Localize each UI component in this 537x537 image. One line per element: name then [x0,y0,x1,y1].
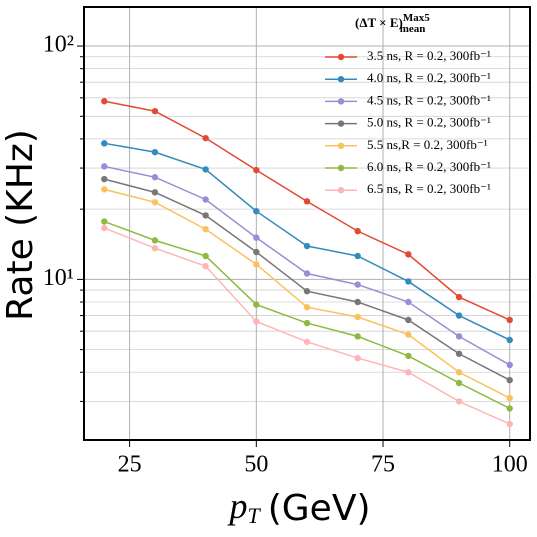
data-point [354,298,361,306]
data-point [455,293,463,301]
data-point [253,261,260,268]
data-point [303,338,311,346]
legend-label: 3.5 ns, R = 0.2, 300fb⁻¹ [367,48,491,63]
data-point [151,199,159,206]
legend-title: (ΔT × E)Max5 mean [355,12,430,35]
data-point [151,107,159,115]
series-line [104,220,511,410]
data-point [101,140,108,147]
data-point [506,316,513,324]
data-point [101,224,108,232]
data-point [506,336,513,344]
legend-marker [337,98,345,105]
data-point [354,281,361,288]
y-axis-label: Rate (KHz) [0,129,41,321]
legend-title-sup: Max5 [403,12,430,24]
data-point [455,379,463,387]
data-point [455,333,463,340]
data-point [101,186,108,193]
data-point [455,369,463,376]
series-line [104,100,511,321]
data-point [506,361,513,369]
data-point [253,166,260,174]
data-point [303,242,311,250]
data-point [405,369,412,376]
data-point [455,350,463,357]
data-point [202,226,209,233]
legend-marker [337,187,345,194]
data-point [253,234,260,241]
data-point [405,352,412,360]
legend-label: 6.0 ns, R = 0.2, 300fb⁻¹ [367,159,491,174]
data-point [303,304,311,311]
data-point [101,98,108,105]
data-point [202,262,209,270]
x-tick-label: 50 [244,452,268,478]
data-point [354,227,361,235]
data-point [405,251,412,258]
data-point [202,134,209,142]
legend-label: 5.0 ns, R = 0.2, 300fb⁻¹ [367,115,491,130]
data-point [253,248,260,256]
data-point [455,312,463,319]
data-point [151,189,159,196]
legend-marker [337,142,345,149]
x-tick-label: 75 [371,452,395,478]
data-point [354,252,361,260]
legend-label: 6.5 ns, R = 0.2, 300fb⁻¹ [367,181,491,196]
data-point [405,316,412,324]
data-point [101,175,108,183]
data-point [202,252,209,260]
data-point [405,298,412,306]
data-point [202,212,209,219]
data-point [303,198,311,205]
data-point [202,196,209,203]
data-point [455,398,463,405]
plot-frame [83,6,531,441]
x-label-sub: T [247,503,261,528]
legend-marker [337,53,345,61]
legend-label: 5.5 ns,R = 0.2, 300fb⁻¹ [367,137,488,152]
data-point [354,354,361,362]
data-point [405,278,412,285]
data-point [151,237,159,244]
data-point [303,270,311,277]
legend-title-sub: mean [400,23,426,35]
x-label-unit: (GeV) [268,488,371,529]
x-label-symbol: p [226,486,247,526]
data-point [253,318,260,325]
data-point [506,376,513,384]
data-point [253,301,260,308]
data-point [506,394,513,402]
data-point [101,163,108,170]
data-point [303,319,311,327]
legend-title-main: (ΔT × E) [355,15,403,30]
x-tick-label: 100 [492,452,528,478]
data-point [101,218,108,225]
x-tick-label: 25 [118,452,142,478]
data-point [303,288,311,295]
legend-marker [337,120,345,127]
data-point [253,207,260,215]
legend-label: 4.0 ns, R = 0.2, 300fb⁻¹ [367,70,491,85]
data-point [506,420,513,428]
legend-label: 4.5 ns, R = 0.2, 300fb⁻¹ [367,92,491,107]
x-axis-label: pT (GeV) [226,486,370,529]
legend-marker [337,164,345,172]
data-point [354,333,361,340]
data-point [151,148,159,156]
data-point [151,245,159,252]
data-point [506,405,513,412]
y-tick-label: 10¹ [43,265,74,291]
data-point [405,331,412,338]
data-point [151,174,159,181]
y-tick-label: 10² [43,32,74,58]
data-point [354,313,361,321]
data-point [202,166,209,173]
legend-marker [337,76,345,83]
